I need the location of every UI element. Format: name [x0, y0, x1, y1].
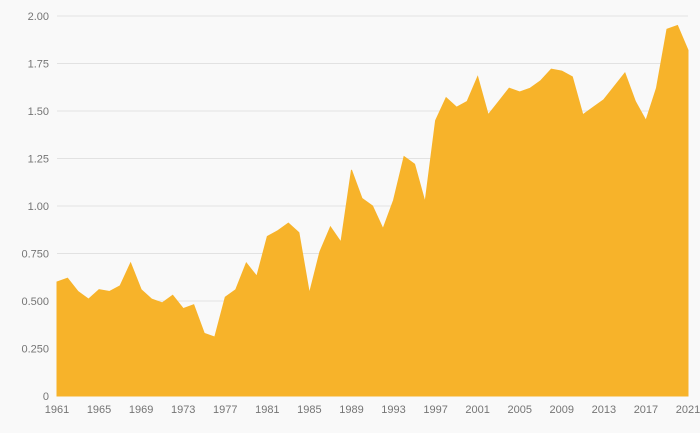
y-tick-label: 1.75 — [28, 58, 49, 70]
area-series — [56, 24, 689, 397]
x-tick-label: 2009 — [550, 404, 574, 416]
y-tick-label: 0.250 — [21, 343, 49, 355]
x-tick-label: 2001 — [465, 404, 489, 416]
x-tick-label: 1993 — [381, 404, 405, 416]
y-tick-label: 0.500 — [21, 296, 49, 308]
y-tick-label: 0.750 — [21, 248, 49, 260]
x-tick-label: 1989 — [339, 404, 363, 416]
x-tick-label: 2013 — [592, 404, 616, 416]
x-tick-label: 2017 — [634, 404, 658, 416]
x-tick-label: 1961 — [45, 404, 69, 416]
y-tick-label: 1.25 — [28, 153, 49, 165]
x-tick-label: 2005 — [507, 404, 531, 416]
x-tick-label: 2021 — [676, 404, 700, 416]
x-tick-label: 1981 — [255, 404, 279, 416]
x-tick-label: 1985 — [297, 404, 321, 416]
y-tick-label: 1.00 — [28, 201, 49, 213]
y-tick-label: 1.50 — [28, 106, 49, 118]
y-tick-label: 2.00 — [28, 11, 49, 23]
x-tick-label: 1997 — [423, 404, 447, 416]
x-tick-label: 1973 — [171, 404, 195, 416]
x-tick-label: 1965 — [87, 404, 111, 416]
x-tick-label: 1977 — [213, 404, 237, 416]
x-tick-label: 1969 — [129, 404, 153, 416]
y-tick-label: 0 — [43, 391, 49, 403]
